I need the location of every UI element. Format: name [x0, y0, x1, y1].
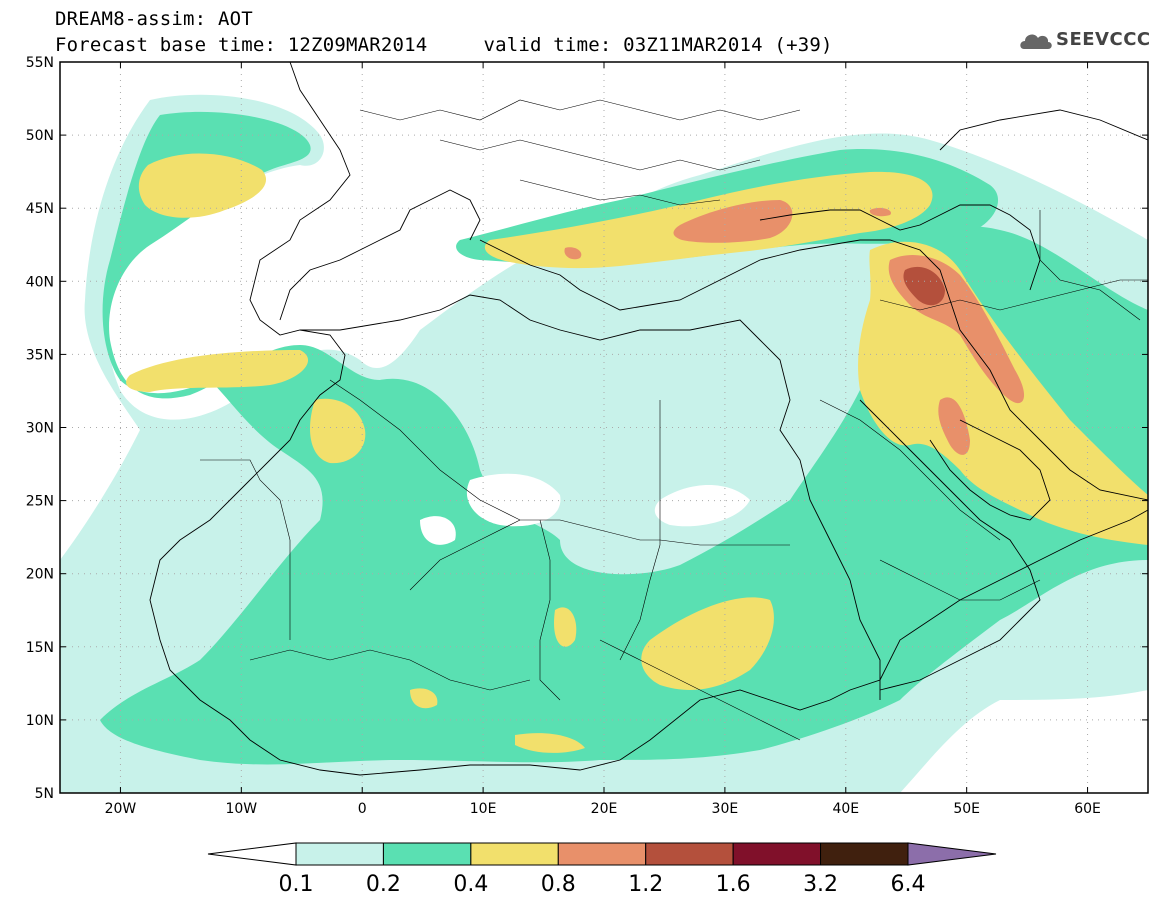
logo-text: SEEVCCC	[1056, 29, 1151, 50]
lon-tick-label: 30E	[712, 801, 739, 817]
lat-tick-label: 25N	[26, 494, 54, 510]
lat-tick-label: 20N	[26, 567, 54, 583]
lat-tick-label: 55N	[26, 55, 54, 71]
colorbar-segment	[295, 842, 384, 866]
aot-field	[60, 94, 1148, 793]
lat-tick-label: 35N	[26, 347, 54, 363]
coastlines	[149, 62, 1148, 776]
lon-tick-label: 60E	[1074, 801, 1101, 817]
lat-tick-label: 15N	[26, 640, 54, 656]
valid-time: valid time: 03Z11MAR2014 (+39)	[483, 34, 833, 56]
base-time: Forecast base time: 12Z09MAR2014	[55, 34, 428, 56]
colorbar-label: 0.1	[279, 872, 314, 897]
seevccc-logo: SEEVCCC	[1018, 27, 1150, 55]
lat-tick-label: 30N	[26, 421, 54, 437]
lon-tick-label: 0	[358, 801, 367, 817]
lat-tick-label: 5N	[35, 786, 54, 802]
colorbar-label: 0.4	[453, 872, 488, 897]
lat-tick-label: 10N	[26, 713, 54, 729]
country-borders	[200, 99, 1148, 741]
map-subtitle: Forecast base time: 12Z09MAR2014 valid ti…	[55, 34, 833, 56]
colorbar-label: 1.2	[628, 872, 663, 897]
colorbar-label: 1.6	[716, 872, 751, 897]
axis-ticks: 20W 10W 0 10E 20E 30E 40E 50E 60E 5N 10N 15N 20N 25N 3…	[26, 55, 1148, 817]
aot-low-areas	[420, 473, 750, 545]
lat-lon-grid	[60, 62, 1148, 793]
lon-tick-label: 50E	[953, 801, 980, 817]
colorbar-segment	[645, 842, 734, 866]
lon-tick-label: 10E	[470, 801, 497, 817]
colorbar-label: 0.2	[366, 872, 401, 897]
colorbar-over-arrow	[907, 842, 997, 866]
colorbar-label: 0.8	[541, 872, 576, 897]
lon-tick-label: 40E	[832, 801, 859, 817]
colorbar: 0.1 0.2 0.4 0.8 1.2 1.6 3.2 6.4	[207, 842, 997, 897]
aot-band-1.2	[903, 266, 945, 306]
colorbar-segment	[732, 842, 822, 866]
lon-tick-label: 20E	[591, 801, 618, 817]
lat-tick-label: 45N	[26, 201, 54, 217]
colorbar-label: 3.2	[803, 872, 838, 897]
cloud-icon	[1020, 34, 1052, 49]
colorbar-label: 6.4	[891, 872, 926, 897]
colorbar-segment	[382, 842, 472, 866]
lat-tick-label: 40N	[26, 274, 54, 290]
colorbar-under-arrow	[207, 842, 297, 866]
map-title: DREAM8-assim: AOT	[55, 8, 253, 30]
colorbar-segment	[820, 842, 909, 866]
lon-tick-label: 20W	[105, 801, 137, 817]
colorbar-segment	[557, 842, 647, 866]
lon-tick-label: 10W	[225, 801, 257, 817]
lat-tick-label: 50N	[26, 128, 54, 144]
colorbar-segment	[470, 842, 559, 866]
